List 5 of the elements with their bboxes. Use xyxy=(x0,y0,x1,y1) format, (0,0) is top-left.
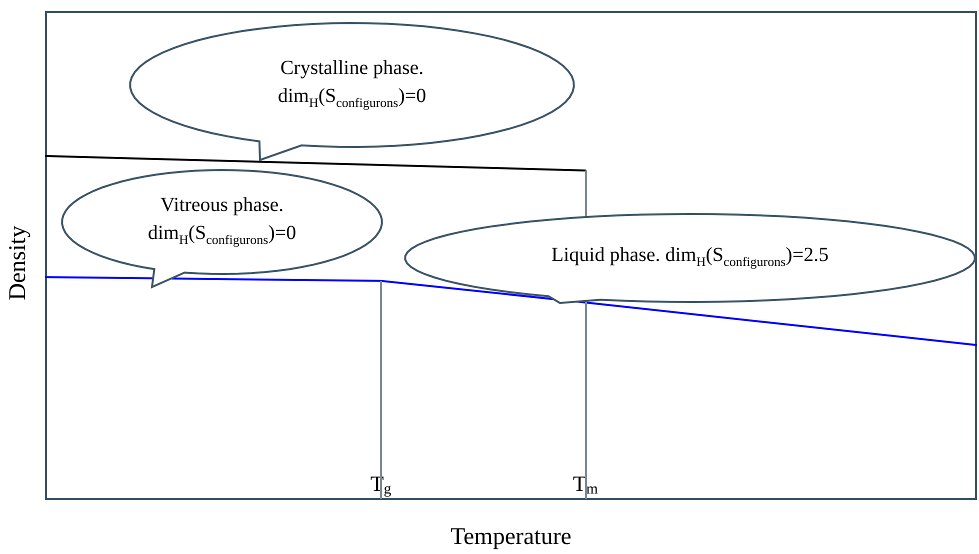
text: Crystalline phase. dim$_{H}$(S$_{configurons}$)=0 xyxy=(276,56,428,112)
annotation: Vitreous phase. dim$_{H}$(S$_{configurons}$)=0 xyxy=(146,192,298,249)
y-axis-title: Density xyxy=(5,226,31,300)
annotation: Liquid phase. dim$_{H}$(S$_{configurons}$)=2.5 xyxy=(550,242,830,271)
x-axis-title: Temperature xyxy=(450,524,572,550)
